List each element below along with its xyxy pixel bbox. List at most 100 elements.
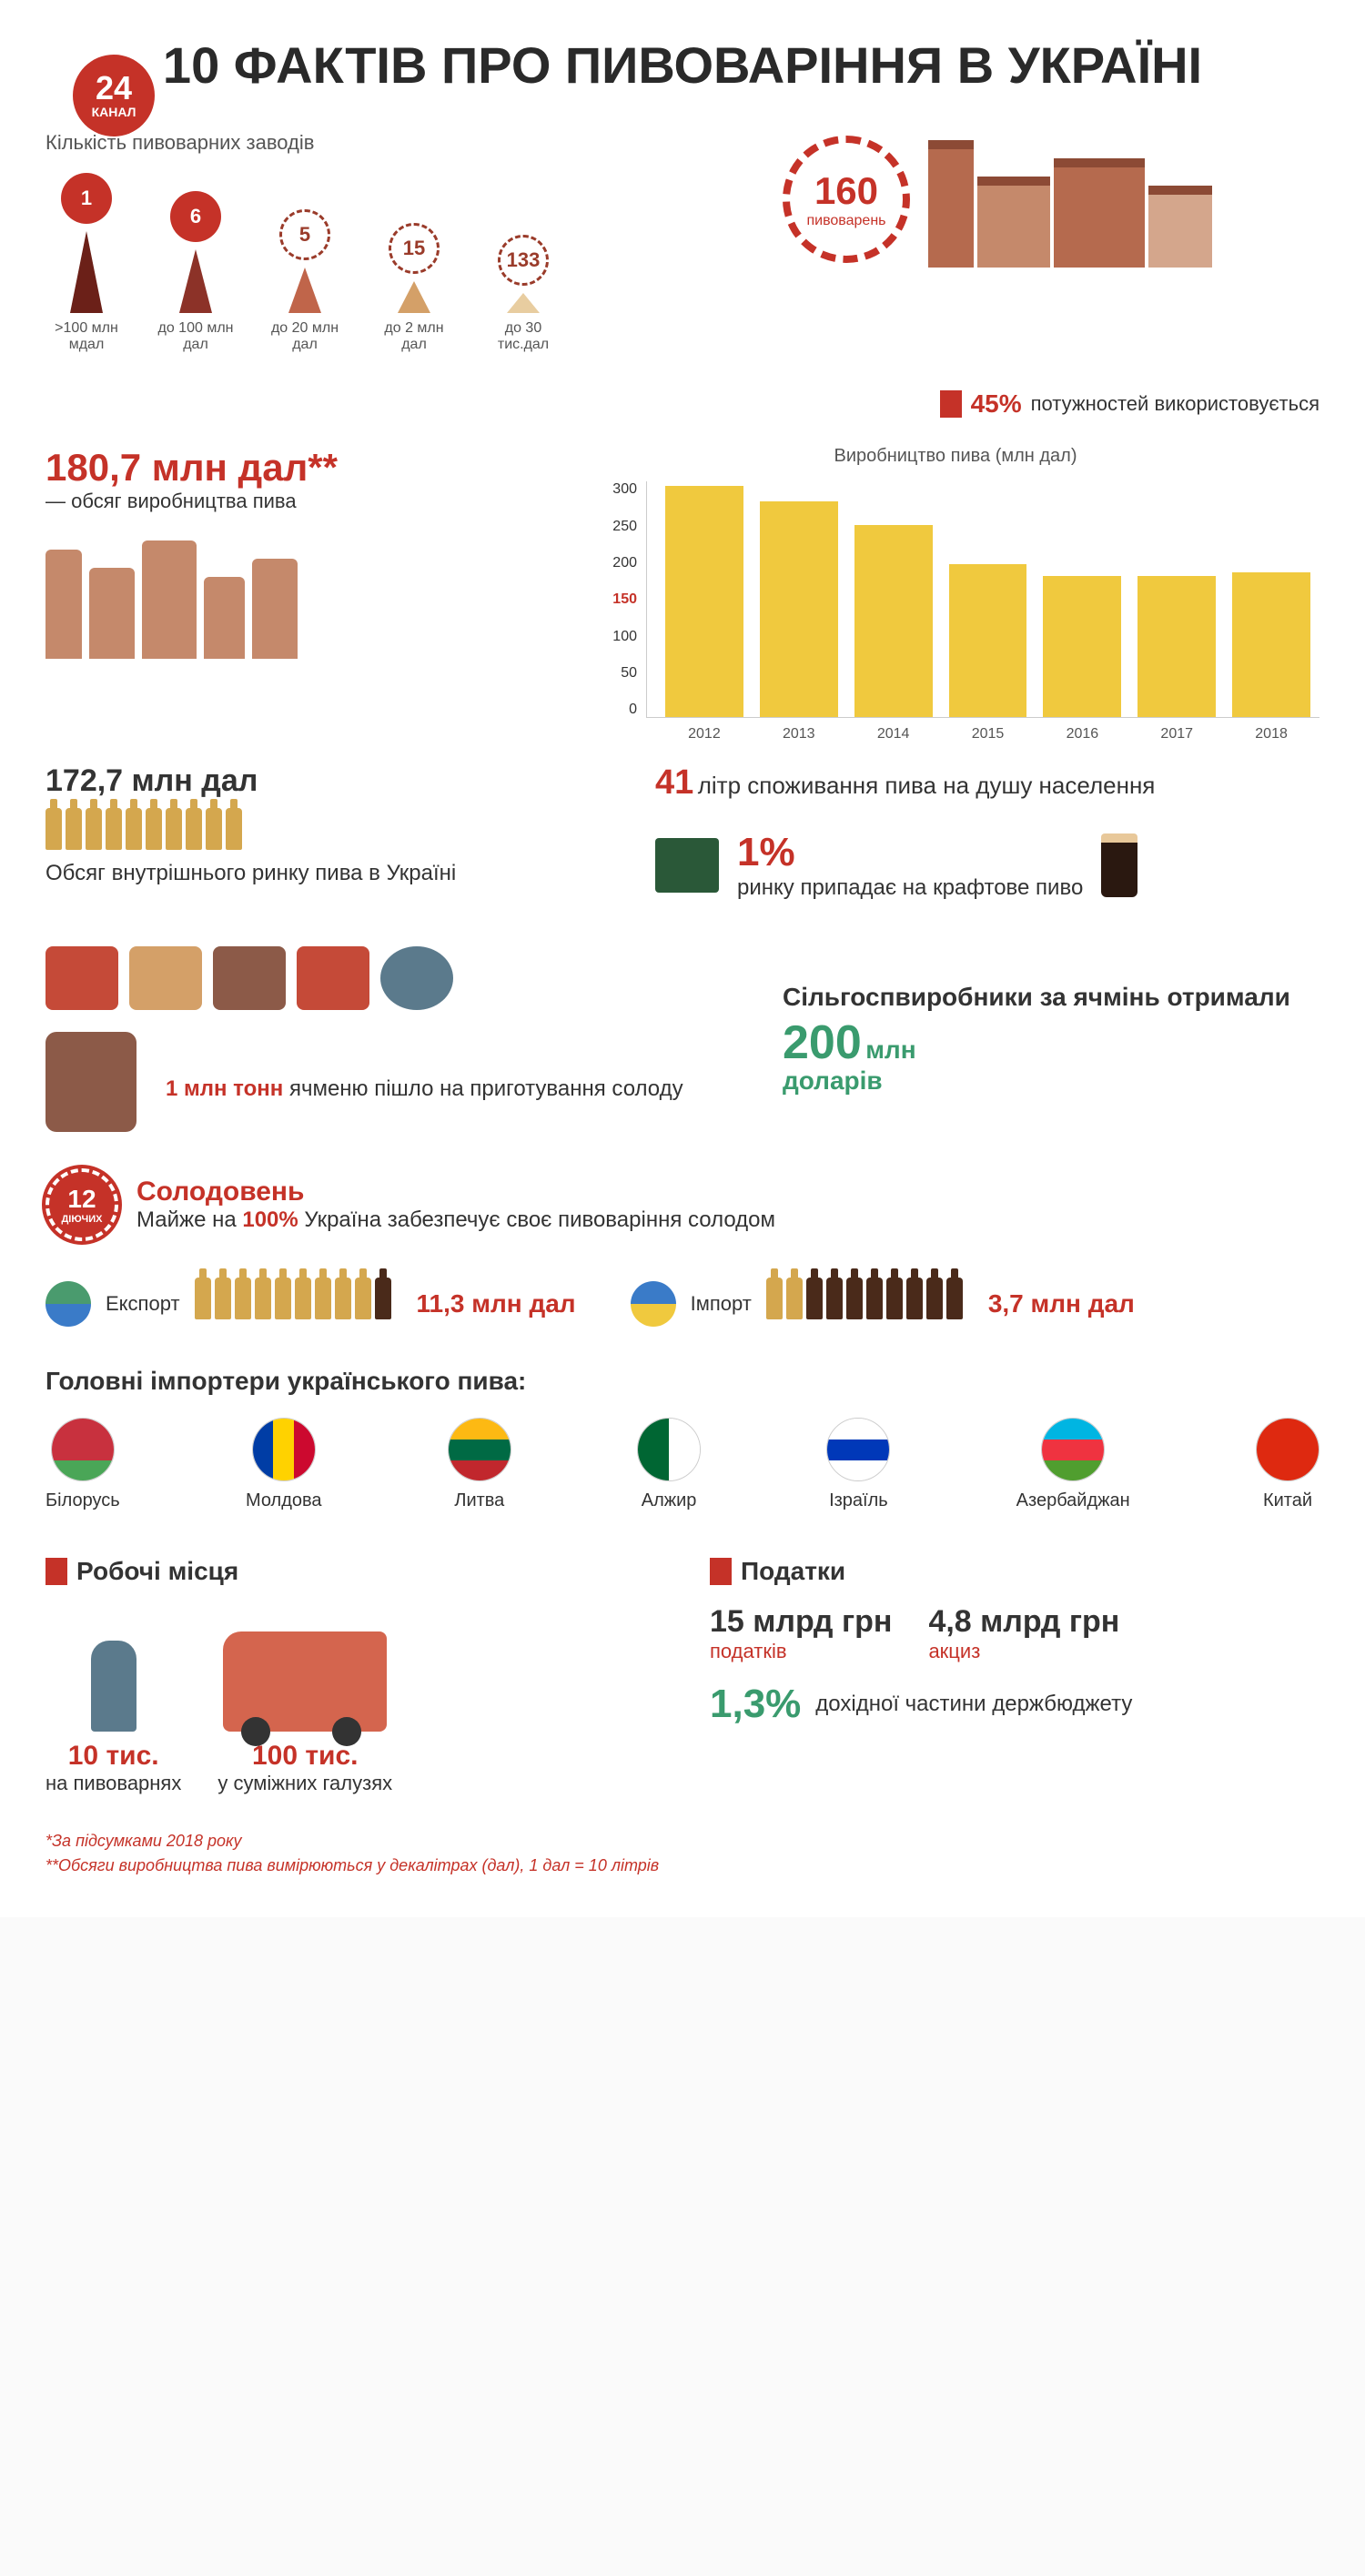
tax-item-0: 15 млрд грн податків bbox=[710, 1604, 892, 1663]
footnote-1: **Обсяги виробництва пива вимірюються у … bbox=[46, 1856, 1320, 1875]
globe-icon bbox=[46, 1281, 91, 1327]
flag-item: Ізраїль bbox=[826, 1418, 890, 1511]
farmers-title: Сільгоспвиробники за ячмінь отримали bbox=[783, 983, 1320, 1012]
section-importers: Головні імпортери українського пива: Біл… bbox=[46, 1367, 1320, 1511]
y-tick: 300 bbox=[592, 481, 637, 498]
section-breweries: Кількість пивоварних заводів 1 >100 млн … bbox=[46, 131, 1320, 353]
bottle-icon bbox=[206, 808, 222, 850]
brewery-item-label: до 2 млн дал bbox=[373, 320, 455, 353]
consumption-value: 41 bbox=[655, 763, 693, 802]
import-bottles bbox=[766, 1278, 963, 1319]
bottle-icon bbox=[226, 808, 242, 850]
bottle-icon bbox=[375, 1278, 391, 1319]
flag-item: Азербайджан bbox=[1016, 1418, 1130, 1511]
flag-icon bbox=[448, 1418, 511, 1481]
factory-illustration bbox=[928, 131, 1247, 268]
section-market: 172,7 млн дал Обсяг внутрішнього ринку п… bbox=[46, 763, 1320, 901]
capacity-row: 45% потужностей використовується bbox=[46, 389, 1320, 419]
brewery-count-circle: 6 bbox=[170, 191, 221, 242]
bottle-icon bbox=[166, 808, 182, 850]
bottle-icon bbox=[826, 1278, 843, 1319]
barley-value: 1 млн тонн bbox=[166, 1076, 283, 1101]
y-tick: 250 bbox=[592, 519, 637, 535]
flag-icon bbox=[940, 390, 962, 418]
bottle-icon bbox=[126, 808, 142, 850]
triangle-icon bbox=[398, 281, 430, 313]
craft-fact: 1% ринку припадає на крафтове пиво bbox=[655, 830, 1320, 901]
bottle-icon bbox=[946, 1278, 963, 1319]
export-label: Експорт bbox=[106, 1292, 180, 1316]
x-label: 2014 bbox=[877, 726, 910, 742]
budget-row: 1,3% дохідної частини держбюджету bbox=[710, 1682, 1320, 1727]
farmers-unit-top: млн bbox=[865, 1035, 915, 1064]
brewery-item-label: до 30 тис.дал bbox=[482, 320, 564, 353]
brewery-item: 5 до 20 млн дал bbox=[264, 209, 346, 353]
bottle-icon bbox=[886, 1278, 903, 1319]
export-item: Експорт 11,3 млн дал bbox=[46, 1278, 576, 1330]
section-barley: 1 млн тонн ячменю пішло на приготування … bbox=[46, 946, 1320, 1132]
breweries-total-wrap: 160 пивоварень bbox=[783, 131, 1320, 268]
brewery-item: 6 до 100 млн дал bbox=[155, 191, 237, 353]
y-tick: 50 bbox=[592, 665, 637, 682]
production-sub: — обсяг виробництва пива bbox=[46, 490, 555, 513]
section-bottom: Робочі місця 10 тис. на пивоварнях 100 т… bbox=[46, 1557, 1320, 1795]
barley-right: Сільгоспвиробники за ячмінь отримали 200… bbox=[783, 983, 1320, 1096]
country-name: Молдова bbox=[246, 1490, 322, 1511]
flag-icon bbox=[637, 1418, 701, 1481]
breweries-total-circle: 160 пивоварень bbox=[783, 136, 910, 263]
breweries-total-value: 160 bbox=[814, 169, 878, 213]
triangle-icon bbox=[70, 231, 103, 313]
market-left: 172,7 млн дал Обсяг внутрішнього ринку п… bbox=[46, 763, 619, 901]
x-label: 2017 bbox=[1160, 726, 1193, 742]
country-name: Алжир bbox=[642, 1490, 697, 1511]
malt-badge-s: ДІЮЧИХ bbox=[61, 1214, 102, 1225]
brewery-count-circle: 15 bbox=[389, 223, 440, 274]
export-bottles bbox=[195, 1278, 391, 1319]
job-label-1: у суміжних галузях bbox=[217, 1772, 392, 1795]
import-label: Імпорт bbox=[691, 1292, 752, 1316]
flag-icon bbox=[1256, 1418, 1320, 1481]
x-label: 2013 bbox=[783, 726, 815, 742]
country-name: Китай bbox=[1263, 1490, 1312, 1511]
x-label: 2015 bbox=[972, 726, 1005, 742]
market-desc: Обсяг внутрішнього ринку пива в Україні bbox=[46, 861, 619, 886]
bottle-icon bbox=[86, 808, 102, 850]
flags-row: Білорусь Молдова Литва Алжир Ізраїль Азербайд… bbox=[46, 1418, 1320, 1511]
chart-bar: 2014 bbox=[854, 525, 933, 718]
brewery-item-label: до 20 млн дал bbox=[264, 320, 346, 353]
infographic-root: 24 КАНАЛ 10 ФАКТІВ ПРО ПИВОВАРІННЯ В УКР… bbox=[0, 0, 1365, 1917]
chart-bar: 2015 bbox=[949, 564, 1027, 717]
bottle-icon bbox=[186, 808, 202, 850]
country-name: Азербайджан bbox=[1016, 1490, 1130, 1511]
taxes-col: Податки 15 млрд грн податків 4,8 млрд гр… bbox=[710, 1557, 1320, 1795]
craft-value: 1% bbox=[737, 830, 1083, 875]
truck-icon bbox=[223, 1631, 387, 1732]
barley-text: ячменю пішло на приготування солоду bbox=[289, 1076, 683, 1101]
flag-icon bbox=[46, 1558, 67, 1585]
x-label: 2012 bbox=[688, 726, 721, 742]
bottle-icon bbox=[315, 1278, 331, 1319]
brewery-item: 15 до 2 млн дал bbox=[373, 223, 455, 353]
footnotes: *За підсумками 2018 року **Обсяги виробн… bbox=[46, 1832, 1320, 1875]
bottle-icon bbox=[806, 1278, 823, 1319]
brewery-item-label: >100 млн мдал bbox=[46, 320, 127, 353]
craft-text: ринку припадає на крафтове пиво bbox=[737, 875, 1083, 901]
consumption-fact: 41 літр споживання пива на душу населенн… bbox=[655, 763, 1320, 803]
section-malt: 12 ДІЮЧИХ Солодовень Майже на 100% Украї… bbox=[46, 1168, 1320, 1241]
bottle-icon bbox=[295, 1278, 311, 1319]
process-illustration: 1 млн тонн ячменю пішло на приготування … bbox=[46, 946, 746, 1132]
logo-number: 24 bbox=[96, 72, 132, 105]
chart-bar: 2018 bbox=[1232, 572, 1310, 718]
taxes-grid: 15 млрд грн податків 4,8 млрд грн акциз bbox=[710, 1604, 1320, 1663]
bottle-icon bbox=[355, 1278, 371, 1319]
flag-item: Молдова bbox=[246, 1418, 322, 1511]
production-chart: Виробництво пива (млн дал) 0501001502002… bbox=[592, 446, 1320, 718]
country-name: Литва bbox=[454, 1490, 504, 1511]
jobs-title: Робочі місця bbox=[46, 1557, 655, 1586]
malt-text: Солодовень Майже на 100% Україна забезпе… bbox=[136, 1177, 775, 1233]
bottle-icon bbox=[275, 1278, 291, 1319]
flag-item: Білорусь bbox=[46, 1418, 120, 1511]
flag-item: Литва bbox=[448, 1418, 511, 1511]
taxes-title: Податки bbox=[710, 1557, 1320, 1586]
budget-value: 1,3% bbox=[710, 1682, 801, 1727]
